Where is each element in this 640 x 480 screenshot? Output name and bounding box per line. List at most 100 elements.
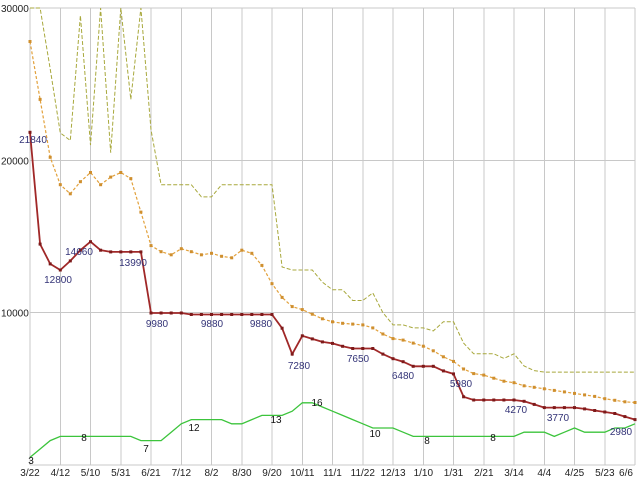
x-axis-label: 1/10 <box>414 468 434 479</box>
price-value-label: 7650 <box>347 354 370 365</box>
lowest-price-marker <box>371 347 375 350</box>
highest-price-line <box>30 7 635 373</box>
lowest-price-marker <box>270 313 274 316</box>
price-value-label: 2980 <box>610 427 633 438</box>
average-price-marker <box>462 367 466 371</box>
lowest-price-marker <box>119 250 123 254</box>
average-price-marker <box>179 247 183 251</box>
average-price-marker <box>99 183 103 187</box>
average-price-marker <box>623 400 627 404</box>
lowest-price-marker <box>260 313 264 316</box>
lowest-price-marker <box>320 340 324 344</box>
lowest-price-marker <box>482 398 486 402</box>
x-axis-label: 11/1 <box>323 468 342 479</box>
average-price-marker <box>512 381 516 385</box>
shop-count-line <box>29 402 636 458</box>
lowest-price-marker <box>48 262 52 266</box>
average-price-marker <box>391 337 395 341</box>
average-price-marker <box>78 180 82 184</box>
average-price-marker <box>310 312 314 316</box>
lowest-price-marker <box>391 357 395 361</box>
average-price-marker <box>542 387 546 391</box>
x-axis-label: 7/12 <box>172 468 192 479</box>
x-axis-label: 5/10 <box>81 468 101 479</box>
y-axis-label: 30000 <box>1 4 29 15</box>
average-price-marker <box>300 308 304 312</box>
price-value-label: 6480 <box>392 371 415 382</box>
average-price-marker <box>68 192 72 196</box>
lowest-price-marker <box>573 406 576 410</box>
average-price-marker <box>230 256 234 260</box>
shop-count-label: 7 <box>143 444 149 455</box>
x-axis-label: 11/22 <box>351 468 376 479</box>
lowest-price-marker <box>240 313 244 316</box>
lowest-price-marker <box>381 352 385 356</box>
average-price-marker <box>220 254 224 258</box>
x-axis-label: 2/21 <box>474 468 494 479</box>
price-value-label: 4270 <box>505 405 528 416</box>
price-value-label: 7280 <box>288 361 311 372</box>
lowest-price-marker <box>159 311 163 315</box>
lowest-price-marker <box>492 398 496 402</box>
series-lowest-price <box>28 130 637 422</box>
average-price-marker <box>411 341 415 345</box>
lowest-price-marker <box>512 398 516 402</box>
lowest-price-marker <box>562 406 566 410</box>
x-axis-label: 5/31 <box>111 468 131 479</box>
lowest-price-marker <box>401 360 405 364</box>
price-value-label: 3770 <box>547 413 570 424</box>
average-price-marker <box>441 355 445 359</box>
lowest-price-marker <box>230 313 234 316</box>
price-value-label: 21840 <box>19 135 47 146</box>
x-axis-label: 5/23 <box>595 468 615 479</box>
average-price-marker <box>421 344 425 348</box>
x-axis-label: 10/11 <box>290 468 315 479</box>
lowest-price-marker <box>441 369 445 373</box>
lowest-price-marker <box>310 337 314 341</box>
average-price-marker <box>573 391 576 395</box>
x-axis-label: 4/25 <box>565 468 585 479</box>
lowest-price-marker <box>552 406 556 410</box>
annotations: 21840 12800 14660 13990 9980 9880 9880 7280 7650… <box>19 135 632 467</box>
grid <box>29 7 636 466</box>
lowest-price-marker <box>199 313 203 316</box>
lowest-price-marker <box>280 326 284 330</box>
lowest-price-marker <box>532 402 536 406</box>
x-axis-label: 9/20 <box>262 468 282 479</box>
lowest-price-marker <box>603 410 607 414</box>
lowest-price-marker <box>452 372 455 376</box>
y-axis-label: 20000 <box>1 156 29 167</box>
lowest-price-marker <box>431 364 435 368</box>
series-shop-count <box>29 402 636 458</box>
shop-count-label: 16 <box>311 398 323 409</box>
axis-labels: 30000 20000 10000 3/22 4/12 5/10 5/31 6/21 7/12 8… <box>1 4 633 479</box>
lowest-price-marker <box>189 313 193 316</box>
lowest-price-marker <box>139 250 143 254</box>
x-axis-label: 8/30 <box>232 468 252 479</box>
y-axis-label: 10000 <box>1 309 29 320</box>
lowest-price-marker <box>351 347 355 350</box>
lowest-price-marker <box>68 259 72 263</box>
average-price-marker <box>149 244 153 248</box>
average-price-marker <box>452 359 455 363</box>
price-value-label: 14660 <box>65 247 93 258</box>
average-price-marker <box>280 295 284 299</box>
lowest-price-marker <box>593 409 597 412</box>
price-value-label: 12800 <box>44 275 72 286</box>
lowest-price-marker <box>331 341 334 345</box>
average-price-marker <box>532 385 536 389</box>
average-price-marker <box>482 373 486 377</box>
average-price-marker <box>552 388 556 392</box>
average-price-marker <box>502 379 506 383</box>
average-price-marker <box>159 250 163 254</box>
average-price-marker <box>633 401 637 404</box>
lowest-price-marker <box>250 313 254 316</box>
x-axis-label: 1/31 <box>444 468 464 479</box>
average-price-marker <box>351 322 355 326</box>
average-price-marker <box>28 40 32 43</box>
lowest-price-marker <box>421 364 425 368</box>
average-price-marker <box>431 349 435 353</box>
series-highest-price <box>30 7 635 373</box>
